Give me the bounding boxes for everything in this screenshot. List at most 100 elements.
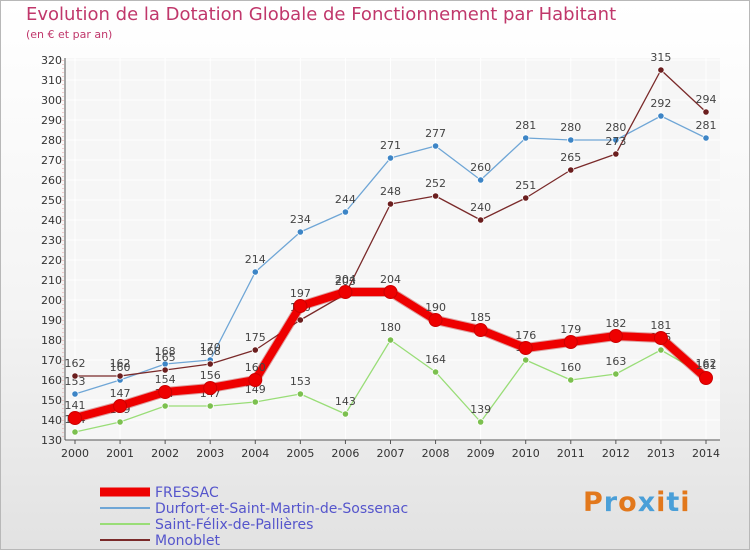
- legend-label-saint-f-lix-de-palli-res: Saint-Félix-de-Pallières: [155, 517, 313, 533]
- data-point-monoblet: [567, 166, 575, 174]
- x-tick-label: 2005: [286, 447, 314, 460]
- data-point-monoblet: [251, 346, 259, 354]
- data-point-fressac: [428, 313, 443, 327]
- y-tick-label: 130: [41, 434, 62, 447]
- data-label-saint-f-lix-de-palli-res: 160: [560, 361, 581, 374]
- data-label-durfort-et-saint-martin-de-sossenac: 234: [290, 213, 311, 226]
- data-label-durfort-et-saint-martin-de-sossenac: 281: [515, 119, 536, 132]
- y-tick-label: 160: [41, 374, 62, 387]
- data-label-monoblet: 165: [155, 351, 176, 364]
- data-point-monoblet: [431, 192, 440, 200]
- data-point-fressac: [608, 329, 623, 343]
- data-point-fressac: [293, 299, 308, 313]
- data-point-saint-f-lix-de-palli-res: [116, 418, 124, 426]
- data-point-monoblet: [206, 360, 214, 368]
- y-tick-label: 210: [41, 274, 62, 287]
- data-point-saint-f-lix-de-palli-res: [657, 346, 665, 354]
- data-label-fressac: 156: [200, 369, 221, 382]
- data-label-durfort-et-saint-martin-de-sossenac: 244: [335, 193, 356, 206]
- data-point-fressac: [699, 371, 713, 385]
- y-tick-label: 270: [41, 154, 62, 167]
- data-point-monoblet: [477, 216, 485, 224]
- data-label-durfort-et-saint-martin-de-sossenac: 168: [155, 345, 176, 358]
- data-point-saint-f-lix-de-palli-res: [612, 370, 620, 378]
- data-label-saint-f-lix-de-palli-res: 153: [290, 375, 311, 388]
- y-tick-label: 200: [41, 294, 62, 307]
- legend-label-fressac: FRESSAC: [155, 485, 219, 501]
- y-tick-label: 280: [41, 134, 62, 147]
- data-label-durfort-et-saint-martin-de-sossenac: 170: [200, 341, 221, 354]
- data-label-saint-f-lix-de-palli-res: 143: [335, 395, 356, 408]
- data-label-fressac: 179: [560, 323, 581, 336]
- data-point-fressac: [563, 335, 578, 349]
- data-point-monoblet: [386, 200, 395, 208]
- data-label-fressac: 181: [650, 319, 671, 332]
- data-point-monoblet: [161, 366, 169, 374]
- y-tick-label: 170: [41, 354, 62, 367]
- data-point-durfort-et-saint-martin-de-sossenac: [251, 268, 259, 276]
- data-label-fressac: 190: [425, 301, 446, 314]
- data-point-fressac: [473, 323, 488, 337]
- data-point-fressac: [113, 399, 128, 413]
- y-tick-label: 180: [41, 334, 62, 347]
- data-point-durfort-et-saint-martin-de-sossenac: [296, 228, 304, 236]
- data-point-saint-f-lix-de-palli-res: [386, 336, 395, 344]
- data-label-monoblet: 294: [696, 93, 717, 106]
- y-tick-label: 150: [41, 394, 62, 407]
- y-tick-label: 230: [41, 234, 62, 247]
- x-tick-label: 2007: [377, 447, 405, 460]
- data-label-fressac: 160: [245, 361, 266, 374]
- y-tick-label: 310: [41, 74, 62, 87]
- data-point-fressac: [203, 381, 218, 395]
- data-point-fressac: [68, 411, 82, 425]
- data-point-saint-f-lix-de-palli-res: [341, 410, 350, 418]
- data-label-fressac: 182: [605, 317, 626, 330]
- data-point-fressac: [338, 285, 353, 299]
- data-label-saint-f-lix-de-palli-res: 164: [425, 353, 446, 366]
- x-tick-label: 2011: [557, 447, 585, 460]
- legend-label-durfort-et-saint-martin-de-sossenac: Durfort-et-Saint-Martin-de-Sossenac: [155, 501, 408, 517]
- data-label-saint-f-lix-de-palli-res: 149: [245, 383, 266, 396]
- data-point-monoblet: [702, 108, 710, 116]
- data-label-durfort-et-saint-martin-de-sossenac: 160: [110, 361, 131, 374]
- chart-title: Evolution de la Dotation Globale de Fonc…: [26, 4, 617, 25]
- data-point-monoblet: [296, 316, 304, 324]
- logo-letter: i: [680, 487, 691, 518]
- data-label-monoblet: 162: [65, 357, 86, 370]
- y-tick-label: 260: [41, 174, 62, 187]
- data-point-saint-f-lix-de-palli-res: [161, 402, 169, 410]
- logo-letter: x: [637, 487, 657, 518]
- data-label-fressac: 161: [696, 359, 717, 372]
- y-tick-label: 250: [41, 194, 62, 207]
- data-label-saint-f-lix-de-palli-res: 162: [696, 357, 717, 370]
- y-tick-label: 140: [41, 414, 62, 427]
- data-point-durfort-et-saint-martin-de-sossenac: [522, 134, 530, 142]
- data-label-durfort-et-saint-martin-de-sossenac: 280: [605, 121, 626, 134]
- data-point-durfort-et-saint-martin-de-sossenac: [71, 390, 79, 398]
- data-point-durfort-et-saint-martin-de-sossenac: [657, 112, 665, 120]
- logo-letter: P: [583, 487, 604, 518]
- data-label-monoblet: 251: [515, 179, 536, 192]
- data-label-monoblet: 240: [470, 201, 491, 214]
- data-point-monoblet: [116, 372, 124, 380]
- x-tick-label: 2009: [467, 447, 495, 460]
- data-label-durfort-et-saint-martin-de-sossenac: 292: [650, 97, 671, 110]
- x-tick-label: 2010: [512, 447, 540, 460]
- proxiti-logo: Proxiti: [583, 487, 691, 518]
- data-point-saint-f-lix-de-palli-res: [251, 398, 259, 406]
- x-tick-label: 2008: [422, 447, 450, 460]
- data-label-durfort-et-saint-martin-de-sossenac: 260: [470, 161, 491, 174]
- data-label-saint-f-lix-de-palli-res: 163: [605, 355, 626, 368]
- data-label-durfort-et-saint-martin-de-sossenac: 153: [65, 375, 86, 388]
- y-tick-label: 190: [41, 314, 62, 327]
- x-tick-label: 2003: [196, 447, 224, 460]
- data-point-fressac: [518, 341, 533, 355]
- data-label-durfort-et-saint-martin-de-sossenac: 214: [245, 253, 266, 266]
- logo-letter: r: [603, 487, 619, 518]
- data-point-fressac: [383, 285, 398, 299]
- data-label-durfort-et-saint-martin-de-sossenac: 271: [380, 139, 401, 152]
- data-point-saint-f-lix-de-palli-res: [71, 428, 79, 436]
- data-label-monoblet: 273: [605, 135, 626, 148]
- data-label-durfort-et-saint-martin-de-sossenac: 280: [560, 121, 581, 134]
